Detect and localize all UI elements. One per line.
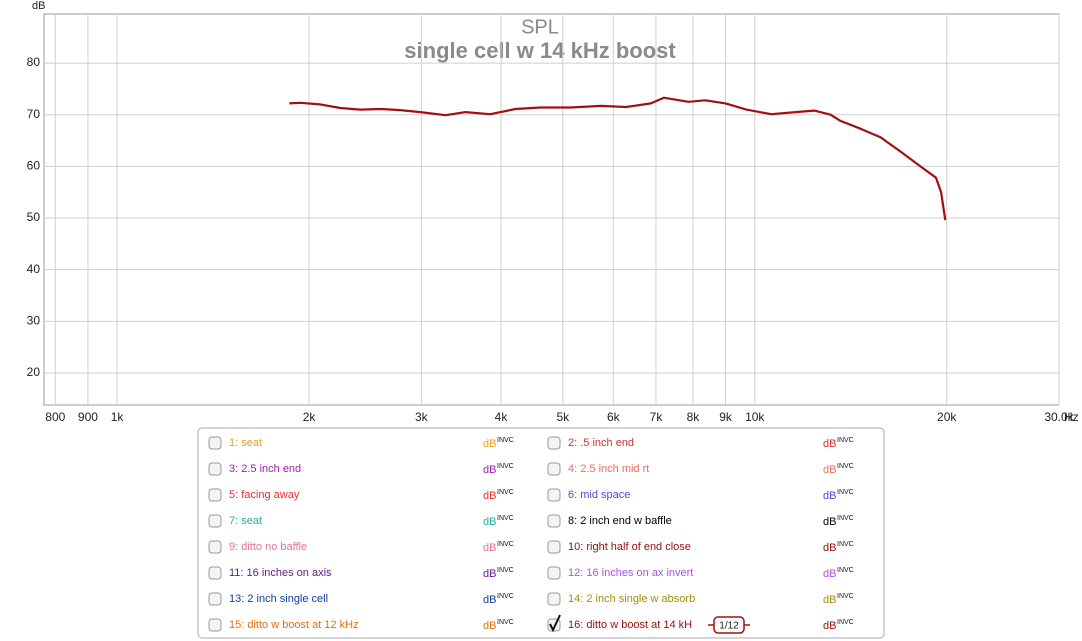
y-tick-label: 20 <box>27 365 41 379</box>
legend-label[interactable]: 3: 2.5 inch end <box>229 463 301 475</box>
legend-unit: dB <box>823 490 836 502</box>
legend-unit: dB <box>483 490 496 502</box>
legend-label[interactable]: 9: ditto no baffle <box>229 541 307 553</box>
x-tick-label: 5k <box>556 410 570 424</box>
x-tick-label: 800 <box>45 410 65 424</box>
legend-label[interactable]: 16: ditto w boost at 14 kH <box>568 619 692 631</box>
x-tick-label: 10k <box>745 410 765 424</box>
y-tick-label: 40 <box>27 262 41 276</box>
legend-tag: INVC <box>497 567 514 574</box>
x-tick-label: 6k <box>607 410 621 424</box>
legend-tag: INVC <box>837 541 854 548</box>
legend-tag: INVC <box>837 463 854 470</box>
legend-label[interactable]: 13: 2 inch single cell <box>229 593 328 605</box>
x-tick-label: 2k <box>303 410 317 424</box>
legend-checkbox[interactable] <box>208 566 222 580</box>
legend-unit: dB <box>823 620 836 632</box>
legend-label[interactable]: 11: 16 inches on axis <box>229 567 332 579</box>
x-axis-unit: Hz <box>1064 410 1079 424</box>
x-tick-label: 7k <box>650 410 664 424</box>
legend-checkbox[interactable] <box>547 514 561 528</box>
legend-tag: INVC <box>837 437 854 444</box>
legend-checkbox[interactable] <box>208 540 222 554</box>
legend-label[interactable]: 1: seat <box>229 437 262 449</box>
y-tick-label: 80 <box>27 55 41 69</box>
legend-panel <box>197 427 885 639</box>
legend-label[interactable]: 7: seat <box>229 515 262 527</box>
y-tick-label: 50 <box>27 210 41 224</box>
x-tick-label: 3k <box>415 410 429 424</box>
legend-unit: dB <box>483 438 496 450</box>
legend-checkbox[interactable] <box>547 462 561 476</box>
legend-unit: dB <box>823 464 836 476</box>
legend-unit: dB <box>483 594 496 606</box>
legend-checkbox[interactable] <box>208 514 222 528</box>
legend-tag: INVC <box>837 593 854 600</box>
legend-label[interactable]: 4: 2.5 inch mid rt <box>568 463 649 475</box>
legend-checkbox[interactable] <box>547 592 561 606</box>
legend-tag: INVC <box>837 567 854 574</box>
legend-unit: dB <box>483 464 496 476</box>
x-tick-label: 8k <box>687 410 701 424</box>
y-tick-label: 60 <box>27 159 41 173</box>
legend-unit: dB <box>823 542 836 554</box>
legend-checkmark <box>549 614 561 633</box>
y-tick-label: 70 <box>27 107 41 121</box>
legend-tag: INVC <box>497 489 514 496</box>
legend-unit: dB <box>823 594 836 606</box>
legend-tag: INVC <box>837 489 854 496</box>
legend-label[interactable]: 14: 2 inch single w absorb <box>568 593 695 605</box>
x-tick-label: 900 <box>78 410 98 424</box>
legend-unit: dB <box>483 542 496 554</box>
legend-unit: dB <box>483 516 496 528</box>
legend-unit: dB <box>483 620 496 632</box>
x-tick-label: 30.0k <box>1044 410 1074 424</box>
legend-checkbox[interactable] <box>208 462 222 476</box>
data-line <box>289 96 947 221</box>
chart-title: SPL <box>521 16 559 38</box>
x-tick-label: 1k <box>111 410 125 424</box>
legend-checkbox[interactable] <box>208 488 222 502</box>
legend-checkbox[interactable] <box>208 592 222 606</box>
smoothing-badge[interactable] <box>713 616 745 634</box>
y-tick-label: 30 <box>27 313 41 327</box>
legend-tag: INVC <box>497 541 514 548</box>
legend-tag: INVC <box>837 515 854 522</box>
plot-area <box>43 13 1060 406</box>
legend-tag: INVC <box>497 437 514 444</box>
chart-subtitle: single cell w 14 kHz boost <box>404 38 676 63</box>
legend-unit: dB <box>483 568 496 580</box>
legend-label[interactable]: 5: facing away <box>229 489 300 501</box>
legend-label[interactable]: 15: ditto w boost at 12 kHz <box>229 619 359 631</box>
legend-checkbox[interactable] <box>208 618 222 632</box>
legend-label[interactable]: 2: .5 inch end <box>568 437 634 449</box>
legend-unit: dB <box>823 568 836 580</box>
legend-unit: dB <box>823 438 836 450</box>
x-tick-label: 20k <box>937 410 957 424</box>
legend-label[interactable]: 10: right half of end close <box>568 541 691 553</box>
legend-tag: INVC <box>497 593 514 600</box>
y-axis-label: dB <box>32 0 45 12</box>
legend-checkbox[interactable] <box>547 488 561 502</box>
legend-checkbox[interactable] <box>547 566 561 580</box>
legend-label[interactable]: 12: 16 inches on ax invert <box>568 567 693 579</box>
legend-checkbox[interactable] <box>208 436 222 450</box>
legend-tag: INVC <box>497 463 514 470</box>
legend-label[interactable]: 8: 2 inch end w baffle <box>568 515 672 527</box>
legend-tag: INVC <box>497 515 514 522</box>
x-tick-label: 9k <box>719 410 733 424</box>
legend-checkbox[interactable] <box>547 436 561 450</box>
legend-checkbox[interactable] <box>547 540 561 554</box>
legend-tag: INVC <box>837 619 854 626</box>
legend-tag: INVC <box>497 619 514 626</box>
x-tick-label: 4k <box>495 410 509 424</box>
smoothing-label: 1/12 <box>719 621 739 632</box>
legend-label[interactable]: 6: mid space <box>568 489 630 501</box>
legend-unit: dB <box>823 516 836 528</box>
